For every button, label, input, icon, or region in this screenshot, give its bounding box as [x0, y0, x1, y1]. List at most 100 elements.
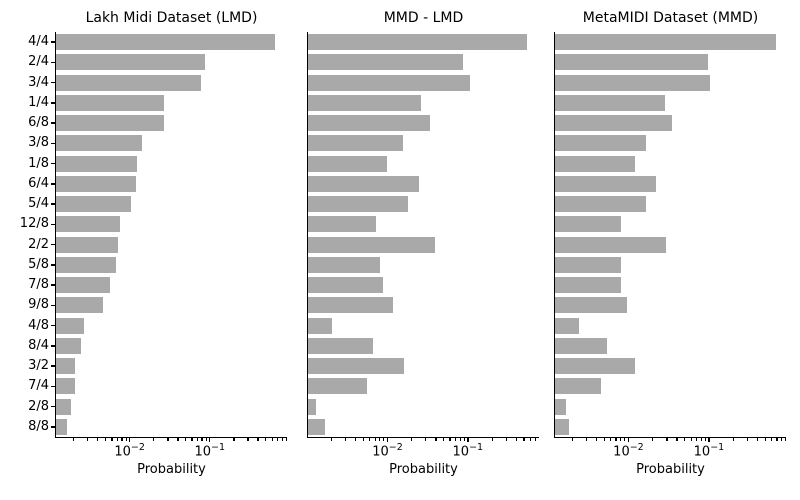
bar-6-8 — [555, 115, 673, 132]
x-tick-minor — [746, 437, 749, 441]
bar-8-8 — [308, 418, 326, 435]
x-tick-minor — [285, 437, 287, 441]
x-tick-label: 10−1 — [693, 442, 725, 460]
x-tick-minor — [111, 437, 113, 441]
y-tick-label-7-4: 7/4 — [28, 378, 49, 394]
x-tick-minor — [125, 437, 127, 441]
bar-2-4 — [555, 54, 709, 71]
bar-8-8 — [555, 418, 569, 435]
x-tick-minor — [781, 437, 783, 441]
x-tick-minor — [73, 437, 75, 441]
y-tick-label-9-8: 9/8 — [28, 297, 49, 313]
x-tick-minor — [374, 437, 376, 441]
x-tick-minor — [652, 437, 654, 441]
x-tick-major — [129, 437, 131, 442]
bar-3-8 — [56, 135, 143, 152]
bar-1-8 — [555, 155, 635, 172]
y-tick-mark — [51, 223, 55, 226]
bar-5-4 — [56, 196, 131, 213]
bar-5-8 — [308, 256, 381, 273]
y-tick-label-3-8: 3/8 — [28, 135, 49, 151]
y-tick-label-2-4: 2/4 — [28, 54, 49, 70]
y-tick-mark — [51, 102, 55, 104]
x-tick-minor — [87, 437, 89, 441]
y-tick-label-8-8: 8/8 — [28, 418, 49, 434]
y-tick-mark — [51, 122, 55, 124]
x-tick-minor — [771, 437, 773, 441]
x-tick-minor — [785, 437, 787, 441]
x-tick-minor — [105, 437, 107, 441]
y-tick-label-3-2: 3/2 — [28, 358, 49, 373]
x-tick-major — [386, 437, 389, 442]
x-tick-minor — [271, 437, 273, 441]
bar-3-4 — [555, 74, 711, 91]
x-tick-minor — [700, 437, 702, 441]
y-tick-mark — [51, 243, 55, 246]
x-tick-minor — [571, 437, 573, 441]
y-tick-mark — [51, 304, 55, 307]
y-tick-label-7-8: 7/8 — [28, 277, 49, 292]
x-tick-minor — [449, 437, 451, 441]
bar-3-8 — [308, 135, 403, 152]
x-tick-minor — [615, 437, 617, 441]
y-tick-label-2-2: 2/2 — [28, 236, 49, 252]
bar-12-8 — [555, 216, 621, 233]
x-tick-minor — [116, 437, 118, 441]
x-tick-minor — [491, 437, 493, 441]
bar-9-8 — [308, 297, 394, 314]
bar-7-8 — [308, 277, 384, 294]
x-tick-minor — [732, 437, 734, 441]
chart-title-mmd-minus-lmd: MMD - LMD — [383, 10, 464, 26]
bar-7-4 — [555, 378, 601, 395]
y-tick-mark — [51, 61, 55, 64]
x-tick-minor — [690, 437, 692, 441]
y-tick-mark — [51, 284, 55, 286]
y-tick-label-3-4: 3/4 — [28, 74, 49, 90]
x-tick-minor — [764, 437, 766, 441]
y-tick-mark — [51, 183, 55, 185]
x-tick-minor — [529, 437, 532, 441]
x-tick-minor — [463, 437, 465, 441]
y-tick-label-6-8: 6/8 — [28, 115, 49, 130]
x-tick-minor — [369, 437, 371, 441]
x-tick-minor — [595, 437, 598, 441]
x-tick-minor — [704, 437, 706, 441]
bar-2-4 — [308, 54, 464, 71]
plot-area-mmd-minus-lmd — [307, 32, 539, 442]
bar-8-4 — [56, 337, 81, 354]
y-tick-mark — [51, 405, 55, 408]
x-tick-minor — [585, 437, 588, 441]
y-tick-mark — [51, 162, 55, 165]
y-tick-mark — [51, 203, 55, 205]
y-tick-label-6-4: 6/4 — [28, 175, 49, 191]
x-tick-minor — [330, 437, 332, 441]
x-tick-minor — [684, 437, 686, 441]
bar-8-8 — [56, 418, 67, 435]
y-tick-label-4-4: 4/4 — [28, 34, 49, 49]
y-tick-label-2-8: 2/8 — [28, 398, 49, 414]
bar-8-4 — [308, 337, 373, 354]
y-tick-mark — [51, 345, 55, 347]
bar-4-4 — [308, 34, 527, 51]
bar-4-8 — [56, 317, 85, 334]
y-tick-mark — [51, 264, 55, 266]
bar-6-4 — [308, 175, 419, 192]
bar-2-2 — [555, 236, 666, 253]
bar-2-8 — [308, 398, 317, 415]
x-tick-minor — [379, 437, 381, 441]
bar-6-4 — [555, 175, 656, 192]
bar-2-2 — [56, 236, 118, 253]
x-tick-minor — [756, 437, 759, 441]
x-tick-label: 10−2 — [372, 442, 403, 460]
x-tick-minor — [167, 437, 169, 441]
x-tick-minor — [97, 437, 99, 441]
bar-3-8 — [555, 135, 647, 152]
bar-7-4 — [308, 378, 367, 395]
bar-4-8 — [555, 317, 579, 334]
x-tick-minor — [776, 437, 778, 441]
bar-9-8 — [56, 297, 103, 314]
x-tick-minor — [535, 437, 537, 441]
x-axis-label: Probability — [389, 462, 458, 477]
bar-7-4 — [56, 378, 75, 395]
